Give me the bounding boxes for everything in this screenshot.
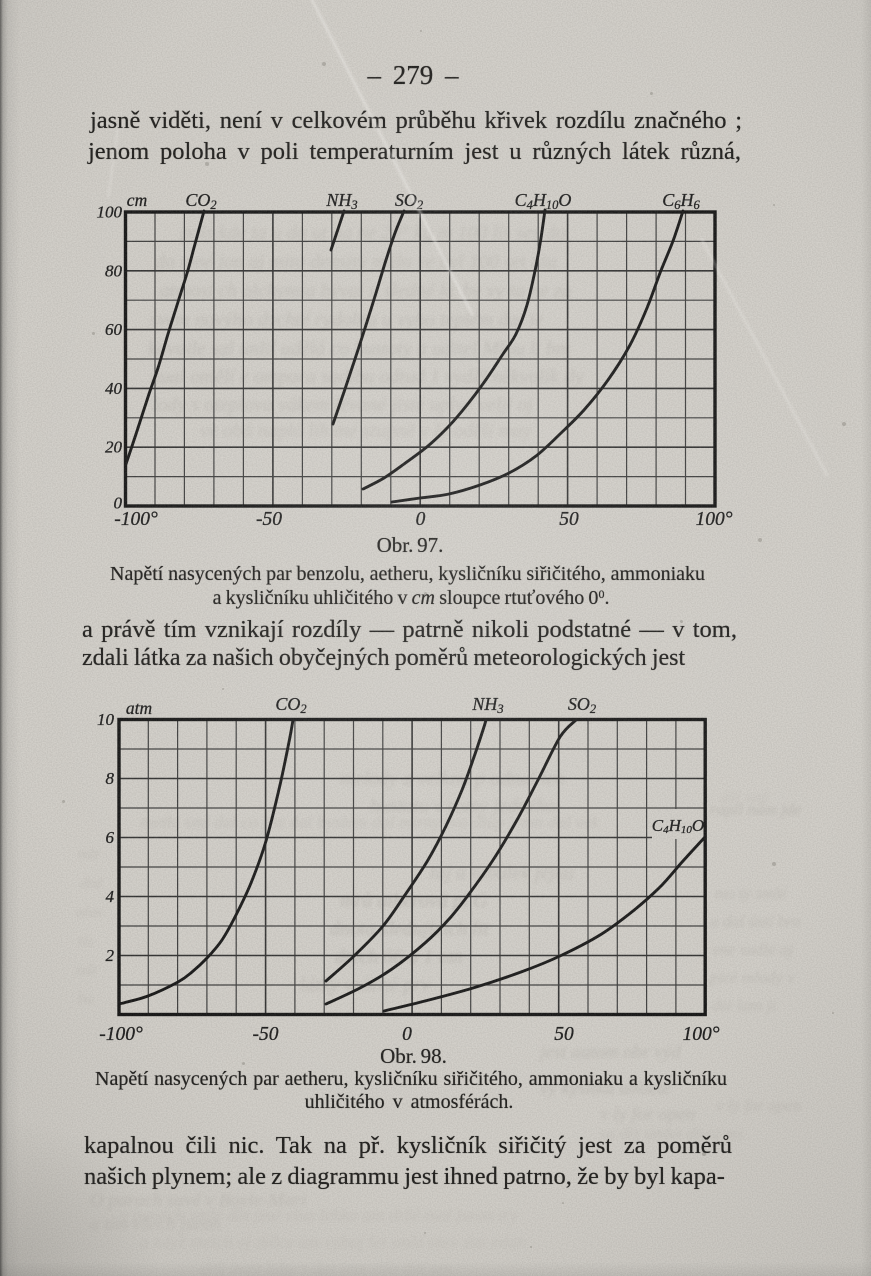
svg-text:100: 100 <box>97 203 123 222</box>
svg-text:atm: atm <box>126 698 152 718</box>
svg-text:C4H10O: C4H10O <box>515 190 572 212</box>
svg-text:NH3: NH3 <box>325 190 357 212</box>
svg-text:60: 60 <box>105 320 123 339</box>
svg-text:SO2: SO2 <box>568 694 596 716</box>
svg-text:100°: 100° <box>682 1024 719 1045</box>
svg-text:0: 0 <box>416 509 426 530</box>
svg-text:0: 0 <box>402 1024 412 1045</box>
svg-text:40: 40 <box>105 379 123 398</box>
svg-text:-100°: -100° <box>114 509 158 530</box>
svg-text:CO2: CO2 <box>275 694 306 716</box>
svg-text:cm: cm <box>127 190 147 210</box>
svg-text:50: 50 <box>559 509 579 530</box>
svg-text:100°: 100° <box>695 509 732 530</box>
svg-text:CO2: CO2 <box>185 190 216 212</box>
svg-text:4: 4 <box>106 887 115 906</box>
svg-text:6: 6 <box>106 828 115 847</box>
svg-text:C6H6: C6H6 <box>662 190 700 212</box>
svg-text:20: 20 <box>105 438 123 457</box>
svg-text:C4H10O: C4H10O <box>652 816 704 836</box>
svg-text:-50: -50 <box>253 1024 279 1045</box>
svg-text:-100°: -100° <box>99 1024 143 1045</box>
svg-text:-50: -50 <box>256 509 282 530</box>
svg-text:NH3: NH3 <box>471 694 503 716</box>
svg-text:8: 8 <box>106 769 115 788</box>
svg-text:2: 2 <box>106 946 115 965</box>
svg-text:10: 10 <box>97 710 115 729</box>
svg-text:50: 50 <box>554 1024 574 1045</box>
svg-text:80: 80 <box>105 261 123 280</box>
